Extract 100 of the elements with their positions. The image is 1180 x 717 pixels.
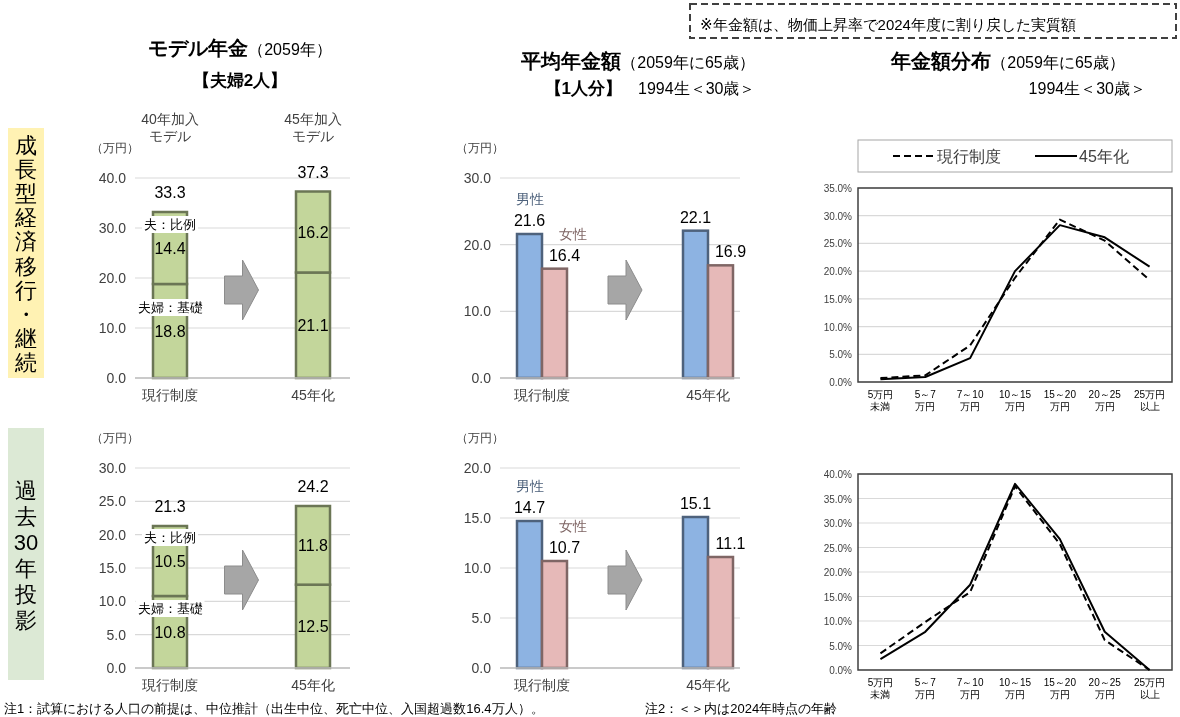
y-tick-label: 20.0	[98, 270, 127, 286]
chart-subtitle: 【1人分】 1994生＜30歳＞	[544, 79, 756, 98]
data-label: 12.5	[297, 618, 329, 636]
y-tick-label: 10.0	[463, 560, 492, 576]
y-tick-label: 0.0	[106, 660, 127, 676]
series-label: 夫：比例	[144, 217, 196, 232]
data-label: 16.2	[297, 224, 329, 241]
y-tick-label: 0.0%	[829, 665, 853, 676]
y-tick-label: 20.0	[463, 236, 492, 253]
y-tick-label: 5.0%	[829, 349, 853, 361]
text: ※年金額は、物価上昇率で2024年度に割り戻した実質額	[700, 16, 1076, 33]
y-tick-label: 10.0	[98, 320, 127, 336]
y-tick-label: 40.0%	[823, 469, 853, 480]
data-label: 16.4	[548, 246, 581, 264]
chart-title: モデル年金（2059年）	[148, 37, 332, 59]
y-tick-label: 0.0	[471, 370, 492, 386]
x-tick-label: 7～10 万円	[956, 677, 984, 700]
text: 40年加入モデル	[141, 111, 199, 144]
data-label: 16.9	[714, 243, 747, 261]
y-tick-label: 30.0	[98, 220, 127, 236]
x-tick-label: 現行制度	[142, 387, 198, 403]
y-tick-label: 15.0	[98, 560, 127, 576]
x-tick-label: 7～10 万円	[956, 389, 984, 412]
chart-title: 平均年金額（2059年に65歳）	[520, 50, 755, 72]
y-tick-label: 5.0	[106, 626, 127, 643]
x-tick-label: 10～15 万円	[998, 677, 1032, 700]
x-tick-label: 5～7 万円	[914, 389, 937, 412]
y-axis-title: （万円）	[456, 141, 504, 155]
x-tick-label: 45年化	[686, 387, 730, 403]
x-tick-label: 20～25 万円	[1088, 677, 1122, 700]
y-axis-title: （万円）	[456, 431, 504, 445]
x-tick-label: 15～20 万円	[1043, 677, 1077, 700]
x-tick-label: 5万円未満	[867, 389, 894, 412]
y-tick-label: 10.0	[463, 303, 492, 320]
y-tick-label: 15.0%	[823, 293, 853, 305]
series-label: 夫婦：基礎	[137, 300, 203, 315]
y-tick-label: 20.0%	[823, 266, 853, 278]
x-tick-label: 現行制度	[142, 677, 198, 693]
series-label: 夫婦：基礎	[137, 601, 203, 616]
bar	[540, 267, 569, 380]
total-label: 33.3	[154, 184, 186, 201]
y-tick-label: 25.0%	[823, 542, 853, 554]
y-tick-label: 20.0%	[823, 567, 853, 578]
y-tick-label: 5.0	[471, 610, 492, 626]
data-label: 10.8	[154, 624, 186, 641]
data-label: 10.5	[154, 553, 186, 570]
y-tick-label: 25.0%	[823, 238, 853, 250]
chart-subtitle: 1994生＜30歳＞	[1028, 80, 1146, 97]
y-axis-title: （万円）	[91, 431, 139, 445]
y-tick-label: 10.0	[98, 593, 127, 610]
y-axis-title: （万円）	[91, 141, 139, 155]
y-tick-label: 30.0%	[823, 518, 853, 529]
bar	[706, 264, 735, 380]
y-tick-label: 15.0	[463, 510, 492, 526]
y-tick-label: 0.0	[471, 660, 492, 676]
y-tick-label: 40.0	[98, 170, 127, 186]
x-tick-label: 現行制度	[514, 387, 570, 403]
text: 成長型経済移行・継続	[15, 132, 37, 376]
legend-label: 現行制度	[937, 148, 1001, 165]
bar	[515, 232, 544, 380]
data-label: 22.1	[679, 208, 712, 226]
total-label: 24.2	[297, 478, 329, 495]
text: 過去30年投影	[13, 478, 39, 634]
data-label: 10.7	[548, 539, 581, 556]
bar	[540, 559, 569, 670]
data-label: 11.1	[715, 535, 746, 552]
x-tick-label: 25万円以上	[1134, 677, 1166, 700]
total-label: 21.3	[154, 498, 186, 515]
y-tick-label: 35.0%	[823, 183, 853, 194]
data-label: 21.6	[513, 212, 546, 229]
x-tick-label: 45年化	[291, 387, 335, 403]
x-tick-label: 20～25 万円	[1088, 389, 1122, 412]
total-label: 37.3	[297, 163, 329, 181]
x-tick-label: 45年化	[686, 677, 730, 693]
x-tick-label: 5～7 万円	[914, 677, 937, 700]
series-label: 男性	[515, 191, 544, 207]
y-tick-label: 10.0%	[823, 321, 853, 333]
text: 45年加入モデル	[284, 111, 342, 144]
data-label: 14.7	[513, 499, 546, 516]
y-tick-label: 20.0	[463, 460, 492, 476]
data-label: 15.1	[679, 495, 712, 512]
series-label: 夫：比例	[144, 530, 196, 545]
data-label: 18.8	[154, 323, 186, 340]
bar	[681, 229, 710, 380]
series-label: 男性	[515, 478, 544, 494]
text: 注1：試算における人口の前提は、中位推計（出生中位、死亡中位、入国超過数16.4万人）。	[4, 701, 544, 716]
legend-label: 45年化	[1079, 148, 1129, 165]
x-tick-label: 10～15 万円	[998, 389, 1032, 412]
bar	[681, 515, 710, 670]
series-label: 女性	[558, 518, 587, 534]
y-tick-label: 35.0%	[823, 493, 853, 505]
y-tick-label: 30.0%	[823, 210, 853, 222]
data-label: 21.1	[297, 317, 329, 335]
chart-subtitle: 【夫婦2人】	[192, 71, 288, 90]
y-tick-label: 10.0%	[823, 616, 853, 627]
y-tick-label: 20.0	[98, 526, 127, 543]
data-label: 14.4	[154, 240, 186, 257]
y-tick-label: 30.0	[463, 170, 492, 186]
text: 注2：＜＞内は2024年時点の年齢	[645, 701, 838, 716]
bar	[706, 555, 735, 670]
